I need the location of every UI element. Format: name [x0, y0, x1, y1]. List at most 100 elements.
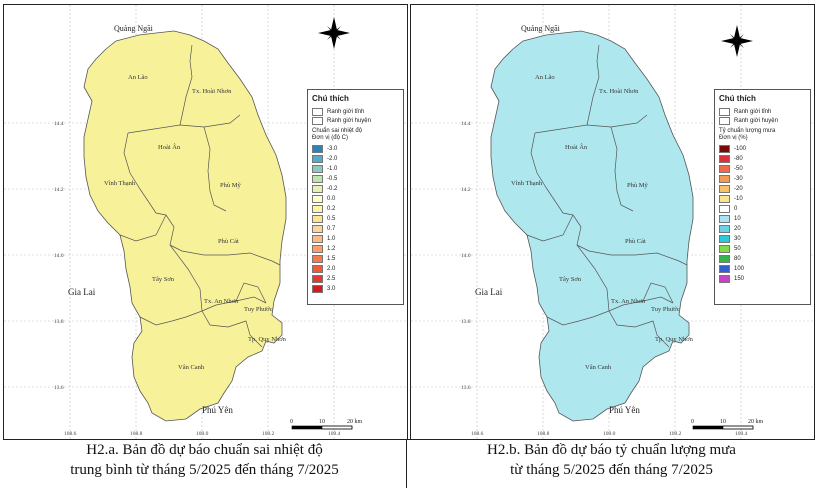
svg-text:109.0: 109.0: [196, 431, 209, 437]
svg-text:14.4: 14.4: [54, 121, 64, 127]
legend-class-label: -0.5: [327, 176, 338, 182]
district-label-vinh-thanh: Vĩnh Thạnh: [511, 180, 543, 187]
legend-class-item: 10: [719, 214, 810, 224]
legend-swatch: [719, 215, 730, 223]
legend-swatch: [312, 155, 323, 163]
district-label-quy-nhon: Tp. Quy Nhơn: [655, 336, 694, 343]
legend-class-label: 20: [734, 226, 741, 232]
legend-class-item: -0.5: [312, 174, 403, 184]
district-label-an-lao: An Lão: [128, 74, 148, 81]
district-label-phu-cat: Phù Cát: [218, 238, 239, 245]
legend-swatch: [312, 275, 323, 283]
legend-class-item: -100: [719, 144, 810, 154]
rainfall-map-panel: An Lão Tx. Hoài Nhơn Hoài Ân Phù Mỹ Vĩnh…: [410, 4, 815, 440]
legend-class-item: 80: [719, 254, 810, 264]
svg-text:108.6: 108.6: [471, 431, 484, 437]
district-label-quy-nhon: Tp. Quy Nhơn: [248, 336, 287, 343]
svg-text:108.8: 108.8: [537, 431, 550, 437]
legend-class-item: -30: [719, 174, 810, 184]
district-label-vinh-thanh: Vĩnh Thạnh: [104, 180, 136, 187]
legend-swatch: [719, 185, 730, 193]
legend-swatch: [719, 195, 730, 203]
legend-class-label: 0.7: [327, 226, 336, 232]
district-label-an-nhon: Tx. An Nhơn: [204, 298, 239, 305]
svg-text:109.2: 109.2: [262, 431, 275, 437]
svg-text:109.0: 109.0: [603, 431, 616, 437]
legend-swatch: [312, 165, 323, 173]
legend-class-item: 1.5: [312, 254, 403, 264]
legend-item-district: Ranh giới huyện: [312, 116, 403, 125]
binh-dinh-province: [83, 30, 287, 422]
legend-swatch: [719, 235, 730, 243]
svg-text:20 km: 20 km: [347, 419, 363, 425]
legend-swatch: [719, 145, 730, 153]
legend-class-label: 1.2: [327, 246, 336, 252]
north-arrow-icon: [318, 17, 350, 49]
binh-dinh-province: [490, 30, 694, 422]
legend-swatch: [719, 155, 730, 163]
legend-swatch: [312, 245, 323, 253]
svg-text:13.8: 13.8: [54, 319, 64, 325]
temperature-map-panel: An Lão Tx. Hoài Nhơn Hoài Ân Phù Mỹ Vĩnh…: [3, 4, 408, 440]
legend-class-label: -50: [734, 166, 743, 172]
legend-class-label: 3.0: [327, 286, 336, 292]
place-label-quang-ngai: Quảng Ngãi: [521, 24, 561, 33]
legend-class-item: 0.5: [312, 214, 403, 224]
legend-class-item: -10: [719, 194, 810, 204]
svg-text:14.2: 14.2: [461, 187, 471, 193]
legend-class-label: 80: [734, 256, 741, 262]
legend-class-item: -3.0: [312, 144, 403, 154]
legend-class-item: 30: [719, 234, 810, 244]
svg-text:10: 10: [720, 419, 726, 425]
caption-line-2: từ tháng 5/2025 đến tháng 7/2025: [510, 462, 713, 478]
latitude-ticks: 14.4 14.2 14.0 13.8 13.6: [461, 121, 471, 391]
legend-class-label: 150: [734, 276, 745, 282]
legend-class-item: 1.0: [312, 234, 403, 244]
caption-divider: [3, 439, 814, 440]
caption-temperature: H2.a. Bản đồ dự báo chuẩn sai nhiệt độ t…: [3, 440, 406, 480]
legend-swatch: [312, 235, 323, 243]
svg-text:108.8: 108.8: [130, 431, 143, 437]
district-label-tay-son: Tây Sơn: [152, 276, 175, 283]
svg-text:14.4: 14.4: [461, 121, 471, 127]
legend-class-label: -3.0: [327, 146, 338, 152]
place-label-phu-yen: Phú Yên: [202, 405, 233, 415]
legend-class-label: -0.2: [327, 186, 338, 192]
legend-class-label: 1.5: [327, 256, 336, 262]
latitude-ticks: 14.4 14.2 14.0 13.8 13.6: [54, 121, 64, 391]
district-label-phu-cat: Phù Cát: [625, 238, 646, 245]
captions: H2.a. Bản đồ dự báo chuẩn sai nhiệt độ t…: [3, 440, 813, 488]
district-label-tuy-phuoc: Tuy Phước: [244, 306, 273, 313]
legend-class-label: -30: [734, 176, 743, 182]
legend-class-label: 0: [734, 206, 738, 212]
legend-swatch: [312, 175, 323, 183]
svg-text:13.6: 13.6: [54, 385, 64, 391]
legend-class-label: 0.0: [327, 196, 336, 202]
north-arrow-icon: [721, 25, 753, 57]
legend-title: Chú thích: [719, 94, 756, 103]
district-label-van-canh: Vân Canh: [585, 364, 612, 371]
legend-class-label: 2.5: [327, 276, 336, 282]
legend-class-item: 0.0: [312, 194, 403, 204]
legend-class-item: -50: [719, 164, 810, 174]
legend-class-item: 50: [719, 244, 810, 254]
legend-swatch: [312, 265, 323, 273]
caption-line-1: H2.a. Bản đồ dự báo chuẩn sai nhiệt độ: [86, 442, 323, 458]
svg-text:108.6: 108.6: [64, 431, 77, 437]
legend-class-label: -100: [734, 146, 747, 152]
legend-class-list: -3.0 -2.0 -1.0 -0.5 -0.2 0.0 0.2 0.5 0.7 1.0 1.2 1.…: [308, 144, 403, 294]
legend-swatch: [719, 265, 730, 273]
place-label-quang-ngai: Quảng Ngãi: [114, 24, 154, 33]
longitude-ticks: 108.6 108.8 109.0 109.2 109.4: [64, 431, 341, 437]
legend-swatch: [312, 225, 323, 233]
rainfall-legend: Chú thích Ranh giới tỉnh Ranh giới huyện…: [714, 89, 811, 305]
legend-class-list: -100 -80 -50 -30 -20 -10 0 10 20 30 50 80 100 150: [715, 144, 810, 284]
legend-swatch: [719, 245, 730, 253]
legend-class-item: -80: [719, 154, 810, 164]
legend-swatch: [719, 255, 730, 263]
legend-class-item: -1.0: [312, 164, 403, 174]
svg-text:0: 0: [290, 419, 293, 425]
svg-text:13.6: 13.6: [461, 385, 471, 391]
legend-swatch: [312, 285, 323, 293]
